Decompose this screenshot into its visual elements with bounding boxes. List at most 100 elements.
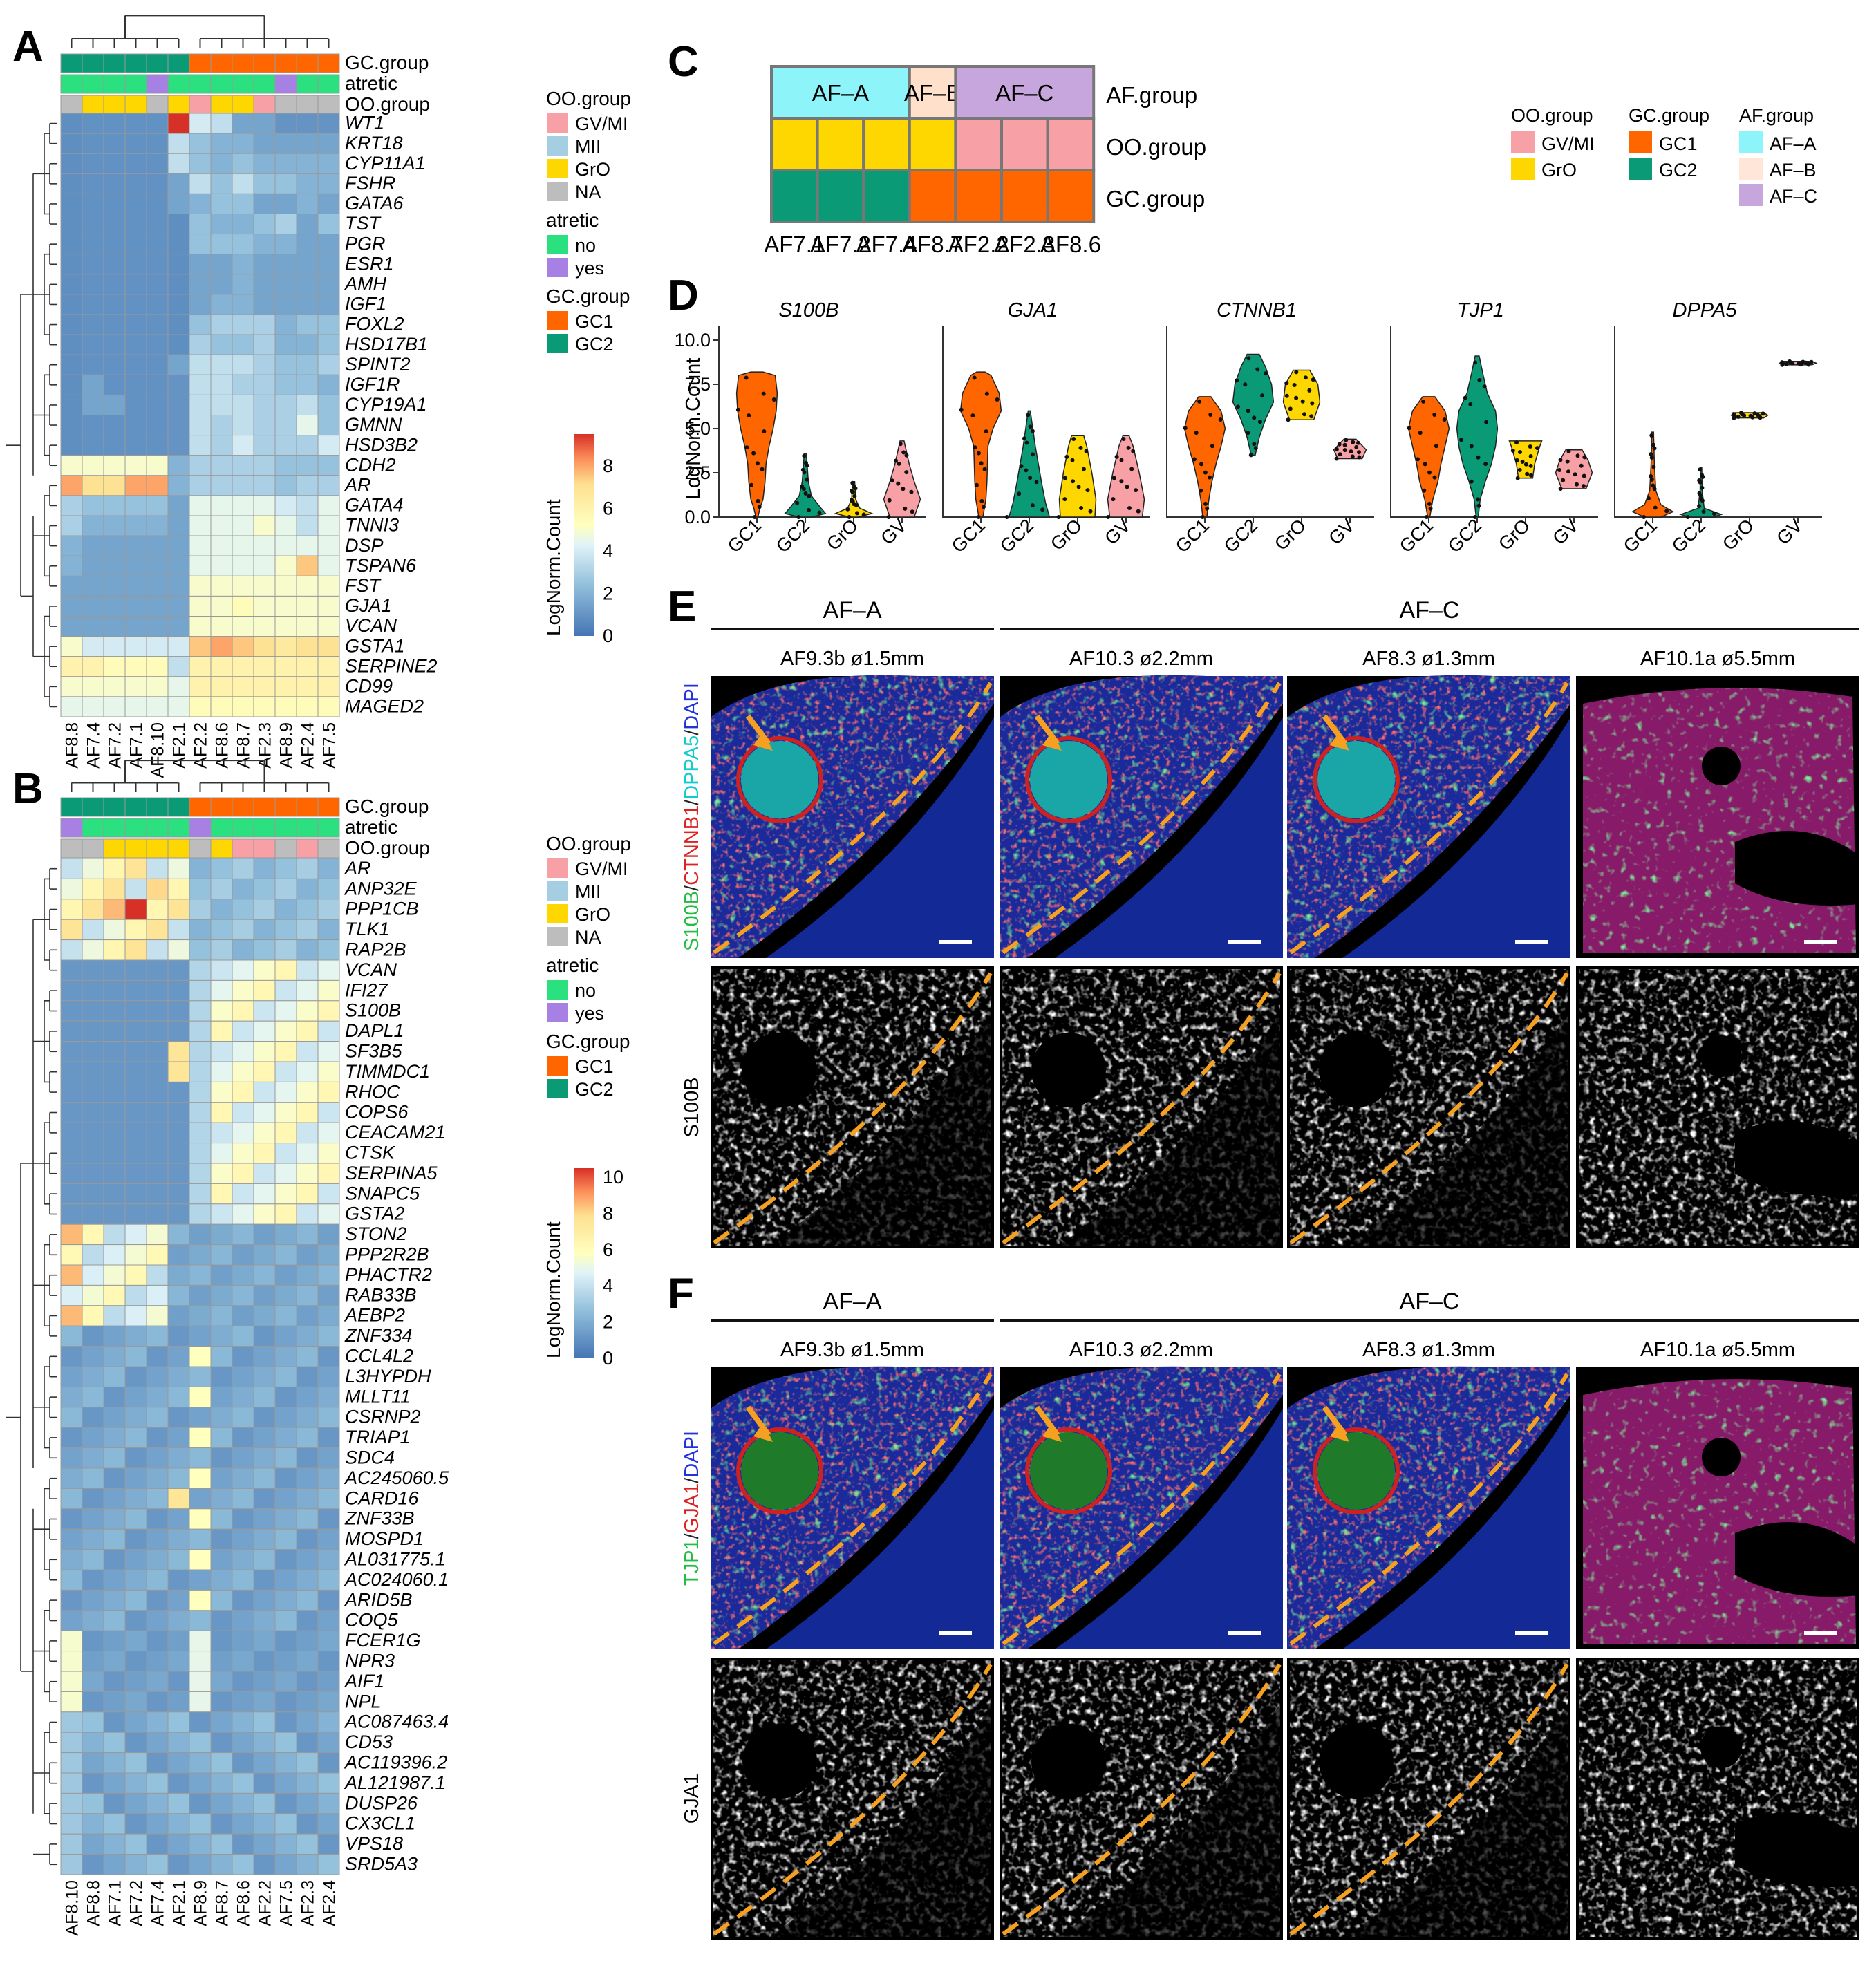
gene-label: CEACAM21: [345, 1122, 446, 1143]
heatmap-cell: [296, 113, 319, 134]
heatmap-cell: [82, 133, 104, 154]
heatmap-cell: [167, 294, 190, 315]
heatmap-cell: [232, 1346, 254, 1367]
annotation-cell: [253, 53, 276, 73]
heatmap-cell: [210, 254, 233, 275]
annotation-cell: [253, 838, 276, 858]
heatmap-cell: [317, 495, 340, 516]
heatmap-cell: [82, 636, 104, 657]
data-point: [1477, 378, 1482, 382]
image-title: AF10.3 ø2.2mm: [1069, 648, 1213, 670]
heatmap-cell: [253, 939, 276, 961]
oocyte-void: [1319, 1724, 1394, 1799]
row-dendrogram-branch: [44, 1803, 50, 1824]
heatmap-cell: [253, 113, 276, 134]
heatmap-cell: [296, 394, 319, 416]
heatmap-cell: [232, 1000, 254, 1022]
heatmap-cell: [253, 193, 276, 214]
heatmap-cell: [103, 1061, 126, 1082]
data-point: [1079, 506, 1084, 510]
heatmap-cell: [103, 616, 126, 637]
heatmap-cell: [317, 1488, 340, 1510]
stroma-region: [766, 1409, 994, 1649]
boundary-dashed-line: [1289, 1663, 1569, 1936]
annotation-cell: [210, 838, 233, 858]
heatmap-cell: [317, 173, 340, 194]
legend-title: OO.group: [546, 88, 631, 109]
data-point: [1085, 488, 1090, 493]
heatmap-cell: [60, 899, 83, 920]
data-point: [1084, 449, 1089, 453]
heatmap-cell: [232, 899, 254, 920]
color-scale-tick-label: 6: [603, 1239, 613, 1260]
heatmap-cell: [296, 1284, 319, 1306]
legend-item: yes: [575, 1003, 604, 1024]
heatmap-cell: [146, 173, 169, 194]
data-point: [984, 391, 989, 396]
heatmap-cell: [317, 435, 340, 456]
heatmap-cell: [124, 1508, 147, 1530]
heatmap-cell: [274, 1061, 297, 1082]
heatmap-cell: [60, 475, 83, 496]
heatmap-cell: [317, 1427, 340, 1449]
annotation-cell: [274, 74, 297, 94]
heatmap-cell: [232, 294, 254, 315]
gene-label: AEBP2: [344, 1305, 405, 1326]
sample-label: AF8.8: [63, 722, 82, 769]
heatmap-cell: [210, 475, 233, 496]
data-point: [1528, 463, 1533, 468]
heatmap-cell: [189, 1467, 212, 1489]
row-dendrogram-branch: [44, 606, 50, 627]
legend-swatch: [1629, 131, 1652, 153]
data-point: [1255, 367, 1260, 372]
violin: [1183, 396, 1226, 518]
heatmap-cell: [189, 234, 212, 255]
data-point: [1651, 442, 1655, 447]
legend-item: GrO: [575, 904, 610, 925]
legend-swatch: [547, 159, 568, 178]
heatmap-cell: [253, 1061, 276, 1082]
heatmap-cell: [253, 1386, 276, 1408]
heatmap-cell: [189, 1732, 212, 1754]
heatmap-cell: [103, 1041, 126, 1062]
heatmap-cell: [274, 133, 297, 154]
x-tick-label: GC2: [772, 515, 814, 556]
heatmap-cell: [274, 1508, 297, 1530]
heatmap-cell: [189, 1346, 212, 1367]
data-point: [959, 407, 964, 412]
heatmap-cell: [103, 1813, 126, 1835]
heatmap-cell: [274, 334, 297, 355]
data-point: [1468, 402, 1473, 406]
gc-group-cell: [816, 169, 865, 223]
heatmap-cell: [82, 1000, 104, 1022]
gene-label: ESR1: [345, 253, 394, 274]
heatmap-cell: [103, 1732, 126, 1754]
stroma-mask: [1055, 1008, 1283, 1248]
row-dendrogram-branch: [44, 1031, 50, 1052]
heatmap-cell: [167, 959, 190, 981]
heatmap-cell: [124, 1854, 147, 1875]
af-group-label: AF–A: [812, 80, 870, 106]
heatmap-cell: [232, 374, 254, 395]
heatmap-cell: [296, 676, 319, 697]
data-point: [1351, 440, 1356, 444]
heatmap-cell: [146, 435, 169, 456]
stain-part: /: [681, 885, 703, 891]
heatmap-cell: [189, 535, 212, 556]
heatmap-cell: [82, 1386, 104, 1408]
heatmap-cell: [274, 314, 297, 335]
heatmap-cell: [124, 616, 147, 637]
heatmap-cell: [274, 1325, 297, 1347]
data-point: [897, 461, 901, 466]
heatmap-cell: [253, 1407, 276, 1428]
scale-bar: [1804, 1631, 1837, 1635]
heatmap-cell: [103, 1792, 126, 1814]
legend-swatch: [1511, 131, 1535, 153]
heatmap-cell: [167, 636, 190, 657]
data-point: [1582, 455, 1587, 460]
heatmap-cell: [317, 1549, 340, 1570]
heatmap-cell: [253, 374, 276, 395]
heatmap-cell: [60, 173, 83, 194]
heatmap-cell: [210, 1325, 233, 1347]
